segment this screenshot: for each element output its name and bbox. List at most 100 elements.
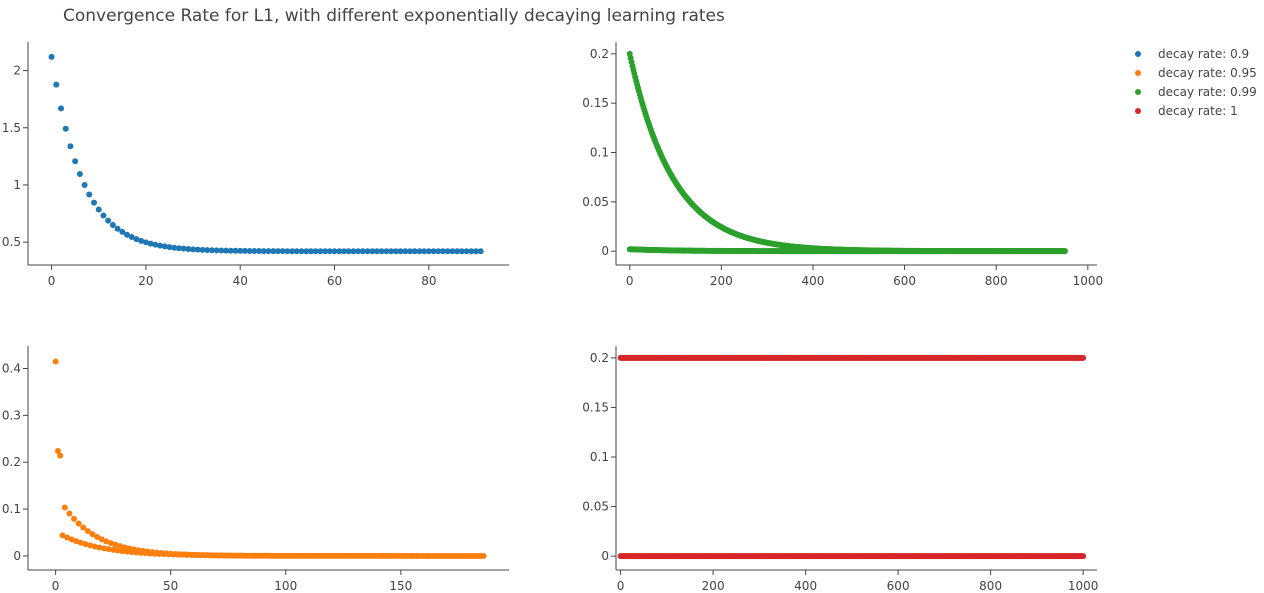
- data-point[interactable]: [66, 510, 73, 517]
- data-point[interactable]: [367, 552, 374, 559]
- data-point[interactable]: [80, 524, 87, 531]
- data-point[interactable]: [128, 234, 135, 241]
- data-point[interactable]: [105, 546, 112, 553]
- data-point[interactable]: [271, 552, 278, 559]
- data-point[interactable]: [439, 248, 446, 255]
- data-point[interactable]: [193, 552, 200, 559]
- data-point[interactable]: [59, 532, 66, 539]
- data-point[interactable]: [266, 552, 273, 559]
- data-point[interactable]: [340, 248, 347, 255]
- data-point[interactable]: [458, 248, 465, 255]
- data-point[interactable]: [340, 552, 347, 559]
- data-point[interactable]: [251, 248, 258, 255]
- data-point[interactable]: [72, 158, 79, 165]
- data-point[interactable]: [157, 242, 164, 249]
- data-point[interactable]: [123, 548, 130, 555]
- data-point[interactable]: [322, 248, 329, 255]
- data-point[interactable]: [303, 552, 310, 559]
- data-point[interactable]: [265, 248, 272, 255]
- data-point[interactable]: [105, 217, 112, 224]
- data-point[interactable]: [326, 248, 333, 255]
- data-point[interactable]: [270, 248, 277, 255]
- data-point[interactable]: [285, 552, 292, 559]
- data-point[interactable]: [84, 528, 91, 535]
- data-point[interactable]: [477, 248, 484, 255]
- data-point[interactable]: [289, 248, 296, 255]
- data-point[interactable]: [96, 544, 103, 551]
- data-point[interactable]: [312, 552, 319, 559]
- data-point[interactable]: [381, 552, 388, 559]
- data-point[interactable]: [388, 248, 395, 255]
- data-point[interactable]: [119, 228, 126, 235]
- data-point[interactable]: [464, 552, 471, 559]
- data-point[interactable]: [307, 248, 314, 255]
- data-point[interactable]: [472, 248, 479, 255]
- data-point[interactable]: [114, 547, 121, 554]
- data-point[interactable]: [137, 549, 144, 556]
- data-point[interactable]: [312, 248, 319, 255]
- data-point[interactable]: [175, 245, 182, 252]
- data-point[interactable]: [449, 248, 456, 255]
- data-point[interactable]: [257, 552, 264, 559]
- data-point[interactable]: [275, 552, 282, 559]
- data-point[interactable]: [107, 540, 114, 547]
- data-point[interactable]: [435, 248, 442, 255]
- data-point[interactable]: [169, 551, 176, 558]
- data-point[interactable]: [208, 247, 215, 254]
- data-point[interactable]: [156, 550, 163, 557]
- data-point[interactable]: [171, 244, 178, 251]
- legend[interactable]: decay rate: 0.9 decay rate: 0.95 decay rat…: [1135, 47, 1257, 118]
- data-point[interactable]: [194, 246, 201, 253]
- data-point[interactable]: [294, 552, 301, 559]
- data-point[interactable]: [331, 552, 338, 559]
- data-point[interactable]: [232, 247, 239, 254]
- data-point[interactable]: [225, 552, 232, 559]
- data-point[interactable]: [395, 552, 402, 559]
- series-3[interactable]: [617, 354, 1087, 560]
- data-point[interactable]: [413, 552, 420, 559]
- data-point[interactable]: [260, 248, 267, 255]
- data-point[interactable]: [112, 541, 119, 548]
- data-point[interactable]: [220, 552, 227, 559]
- data-point[interactable]: [197, 552, 204, 559]
- data-point[interactable]: [386, 552, 393, 559]
- data-point[interactable]: [317, 248, 324, 255]
- data-point[interactable]: [349, 552, 356, 559]
- data-point[interactable]: [68, 536, 75, 543]
- data-point[interactable]: [430, 248, 437, 255]
- data-point[interactable]: [119, 548, 126, 555]
- data-point[interactable]: [100, 545, 107, 552]
- data-point[interactable]: [128, 549, 135, 556]
- data-point[interactable]: [61, 504, 68, 511]
- data-point[interactable]: [427, 552, 434, 559]
- data-point[interactable]: [183, 551, 190, 558]
- data-point[interactable]: [248, 552, 255, 559]
- data-point[interactable]: [89, 531, 96, 538]
- data-point[interactable]: [237, 247, 244, 254]
- data-point[interactable]: [202, 552, 209, 559]
- data-point[interactable]: [459, 552, 466, 559]
- data-point[interactable]: [95, 206, 102, 213]
- data-point[interactable]: [293, 248, 300, 255]
- data-point[interactable]: [188, 552, 195, 559]
- data-point[interactable]: [373, 248, 380, 255]
- data-point[interactable]: [363, 552, 370, 559]
- data-point[interactable]: [48, 53, 55, 60]
- data-point[interactable]: [355, 248, 362, 255]
- data-point[interactable]: [243, 552, 250, 559]
- data-point[interactable]: [161, 243, 168, 250]
- data-point[interactable]: [409, 552, 416, 559]
- data-point[interactable]: [166, 244, 173, 251]
- data-point[interactable]: [109, 221, 116, 228]
- data-point[interactable]: [160, 551, 167, 558]
- data-point[interactable]: [416, 248, 423, 255]
- data-point[interactable]: [321, 552, 328, 559]
- data-point[interactable]: [138, 237, 145, 244]
- data-point[interactable]: [378, 248, 385, 255]
- data-point[interactable]: [436, 552, 443, 559]
- data-point[interactable]: [52, 358, 59, 365]
- data-point[interactable]: [185, 246, 192, 253]
- data-point[interactable]: [284, 248, 291, 255]
- data-point[interactable]: [400, 552, 407, 559]
- data-point[interactable]: [402, 248, 409, 255]
